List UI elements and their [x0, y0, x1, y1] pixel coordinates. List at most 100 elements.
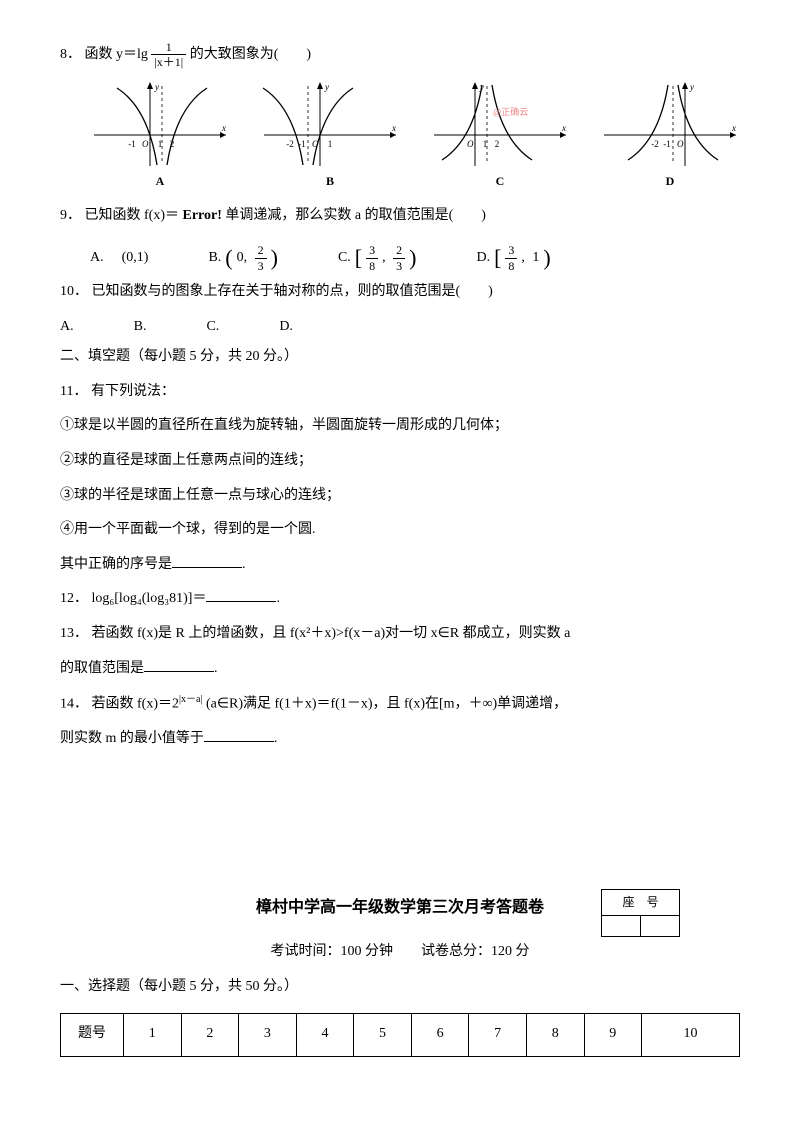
q9c-d1: 8 — [366, 259, 378, 273]
plot-d: O x y -2-1 — [600, 80, 740, 170]
q11-blank[interactable] — [172, 553, 242, 568]
q11-tail: 其中正确的序号是. — [60, 552, 740, 579]
q14-text1: 若函数 f(x)＝2 — [92, 697, 180, 712]
svg-text:O: O — [677, 139, 684, 149]
graph-a: O x y -1 12 A — [90, 80, 230, 193]
svg-text:2: 2 — [495, 139, 500, 149]
q10-b: B. — [134, 314, 147, 341]
q9-text1: 已知函数 f(x)＝ — [85, 208, 180, 223]
q8-frac-num: 1 — [151, 40, 186, 55]
q9-opt-d: D. [38, 1) — [476, 237, 550, 279]
exam-time: 考试时间：100 分钟 — [271, 944, 394, 959]
q11-item-3: ③球的半径是球面上任意一点与球心的连线； — [60, 483, 740, 510]
seat-cell-1[interactable] — [602, 915, 641, 936]
seat-label: 座 号 — [602, 889, 680, 915]
svg-text:O: O — [312, 139, 319, 149]
graph-label-d: D — [600, 170, 740, 193]
exam-meta: 考试时间：100 分钟 试卷总分：120 分 — [60, 939, 740, 966]
svg-text:1: 1 — [328, 139, 333, 149]
q9-opt-b: B. (0, 23) — [208, 237, 278, 279]
q10-d: D. — [279, 314, 293, 341]
svg-text:1: 1 — [483, 139, 488, 149]
answer-sheet-header-wrap: 樟村中学高一年级数学第三次月考答题卷 座 号 考试时间：100 分钟 试卷总分：… — [60, 893, 740, 966]
col-5: 5 — [354, 1013, 412, 1056]
section-2-title: 二、填空题（每小题 5 分，共 20 分。） — [60, 344, 740, 371]
q14-blank[interactable] — [204, 727, 274, 742]
q12-expr: log₆[log₄(log₃81)]＝ — [92, 591, 207, 606]
q12-number: 12． — [60, 591, 88, 606]
q10-options: A. B. C. D. — [60, 314, 740, 341]
q10-c: C. — [206, 314, 219, 341]
q13-line2: 的取值范围是. — [60, 656, 740, 683]
graph-d: O x y -2-1 D — [600, 80, 740, 193]
svg-text:y: y — [324, 82, 329, 92]
seat-cell-2[interactable] — [641, 915, 680, 936]
q11-number: 11． — [60, 384, 87, 399]
q10-a: A. — [60, 314, 74, 341]
svg-text:2: 2 — [170, 139, 175, 149]
graph-label-a: A — [90, 170, 230, 193]
svg-text:x: x — [221, 123, 226, 133]
q9b-d: 3 — [255, 259, 267, 273]
q10-text: 已知函数与的图象上存在关于轴对称的点，则的取值范围是( ) — [92, 284, 493, 299]
seat-box: 座 号 — [601, 889, 680, 937]
q11-item-1: ①球是以半圆的直径所在直线为旋转轴，半圆面旋转一周形成的几何体； — [60, 413, 740, 440]
svg-text:O: O — [142, 139, 149, 149]
svg-text:x: x — [391, 123, 396, 133]
svg-text:y: y — [479, 82, 484, 92]
question-12: 12． log₆[log₄(log₃81)]＝. — [60, 586, 740, 613]
svg-text:y: y — [154, 82, 159, 92]
graph-label-b: B — [260, 170, 400, 193]
q9-error: Error! — [183, 208, 222, 223]
q14-exp: |x－a| — [179, 694, 202, 705]
q9c-n2: 2 — [393, 243, 405, 258]
svg-text:O: O — [467, 139, 474, 149]
q10-number: 10． — [60, 284, 88, 299]
q8-graphs: O x y -112 A O x y -2-11 B — [90, 80, 740, 193]
q12-blank[interactable] — [206, 587, 276, 602]
q9-opt-a: A. (0,1) — [90, 237, 148, 279]
plot-b: O x y -2-11 — [260, 80, 400, 170]
q9-number: 9． — [60, 208, 81, 223]
col-9: 9 — [584, 1013, 642, 1056]
plot-a: O x y -1 12 — [90, 80, 230, 170]
col-7: 7 — [469, 1013, 527, 1056]
svg-text:@正确云: @正确云 — [493, 106, 528, 117]
q9d-n1: 3 — [505, 243, 517, 258]
svg-text:-1: -1 — [663, 139, 671, 149]
q9-opt-c: C. [38, 23) — [338, 237, 417, 279]
q9-a-val: (0,1) — [122, 245, 149, 272]
q8-lhs: y＝lg — [116, 47, 148, 62]
q11-tail-text: 其中正确的序号是 — [60, 557, 172, 572]
question-11: 11． 有下列说法： — [60, 379, 740, 406]
col-6: 6 — [411, 1013, 469, 1056]
q9b-n: 2 — [255, 243, 267, 258]
q8-func: y＝lg 1 |x＋1| — [116, 47, 190, 62]
q13-blank[interactable] — [144, 657, 214, 672]
q11-intro: 有下列说法： — [91, 384, 175, 399]
q14-text2: (a∈R)满足 f(1＋x)＝f(1－x)，且 f(x)在[m，＋∞)单调递增， — [206, 697, 567, 712]
section-1-title: 一、选择题（每小题 5 分，共 50 分。） — [60, 974, 740, 1001]
svg-text:-1: -1 — [128, 139, 136, 149]
q8-frac: 1 |x＋1| — [151, 40, 186, 70]
q14-line2: 则实数 m 的最小值等于. — [60, 726, 740, 753]
plot-c: O x y 12 @正确云 — [430, 80, 570, 170]
q14-number: 14． — [60, 697, 88, 712]
q13-number: 13． — [60, 626, 88, 641]
q9d-d1: 8 — [505, 259, 517, 273]
q14-text3: 则实数 m 的最小值等于 — [60, 731, 204, 746]
q13-text2: 的取值范围是 — [60, 661, 144, 676]
col-2: 2 — [181, 1013, 239, 1056]
row-label: 题号 — [61, 1013, 124, 1056]
col-3: 3 — [239, 1013, 297, 1056]
graph-b: O x y -2-11 B — [260, 80, 400, 193]
question-9: 9． 已知函数 f(x)＝ Error! 单调递减，那么实数 a 的取值范围是(… — [60, 203, 740, 230]
q9d-v2: 1 — [532, 245, 539, 272]
svg-text:1: 1 — [158, 139, 163, 149]
svg-text:-1: -1 — [298, 139, 306, 149]
question-10: 10． 已知函数与的图象上存在关于轴对称的点，则的取值范围是( ) — [60, 279, 740, 306]
svg-text:x: x — [731, 123, 736, 133]
graph-c: O x y 12 @正确云 C — [430, 80, 570, 193]
col-10: 10 — [642, 1013, 740, 1056]
q13-text1: 若函数 f(x)是 R 上的增函数，且 f(x²＋x)>f(x－a)对一切 x∈… — [92, 626, 571, 641]
